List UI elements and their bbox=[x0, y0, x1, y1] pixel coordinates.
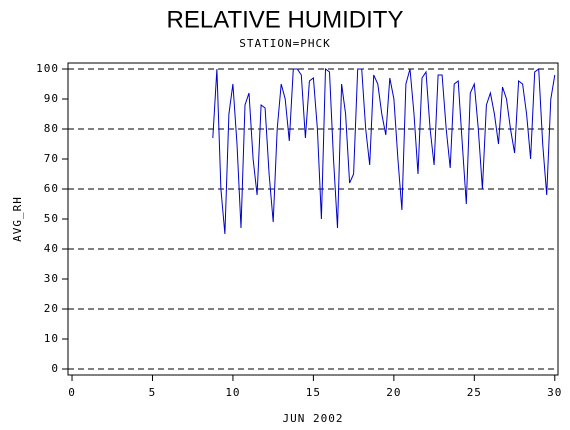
y-tick-label: 50 bbox=[44, 212, 59, 225]
y-tick-label: 40 bbox=[44, 242, 59, 255]
y-tick-label: 0 bbox=[51, 362, 59, 375]
data-line bbox=[212, 68, 556, 235]
y-tick-label: 20 bbox=[44, 302, 59, 315]
y-tick-label: 80 bbox=[44, 122, 59, 135]
y-tick-label: 90 bbox=[44, 92, 59, 105]
y-tick-label: 70 bbox=[44, 152, 59, 165]
x-tick-label: 10 bbox=[225, 386, 240, 399]
y-tick-label: 30 bbox=[44, 272, 59, 285]
y-axis-label: AVG_RH bbox=[11, 196, 24, 242]
y-tick-label: 10 bbox=[44, 332, 59, 345]
x-tick-label: 20 bbox=[386, 386, 401, 399]
x-tick-label: 25 bbox=[467, 386, 482, 399]
x-tick-label: 30 bbox=[547, 386, 562, 399]
plot-frame bbox=[67, 62, 559, 376]
y-tick-label: 100 bbox=[36, 62, 59, 75]
y-tick-label: 60 bbox=[44, 182, 59, 195]
x-axis-label: JUN 2002 bbox=[283, 412, 344, 425]
chart-subtitle: STATION=PHCK bbox=[239, 37, 330, 50]
x-tick-label: 15 bbox=[306, 386, 321, 399]
x-tick-label: 5 bbox=[149, 386, 157, 399]
chart-title: RELATIVE HUMIDITY bbox=[167, 6, 404, 33]
x-tick-label: 0 bbox=[68, 386, 76, 399]
